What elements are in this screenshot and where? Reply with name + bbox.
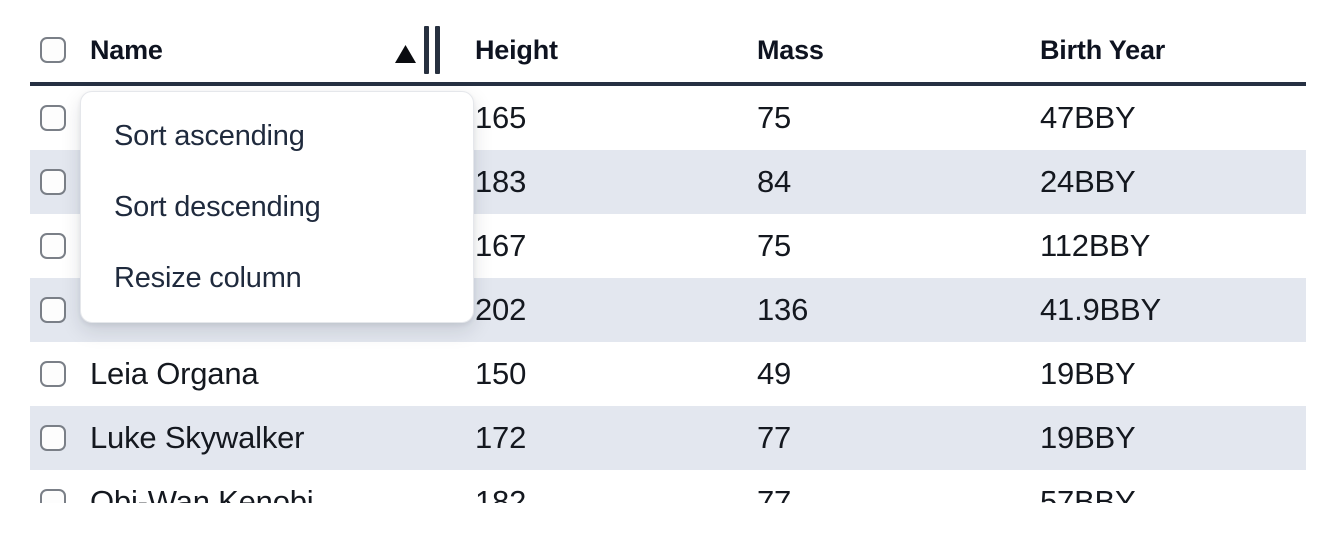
- cell-height: 183: [475, 164, 527, 199]
- header-select-cell: [30, 18, 90, 82]
- column-header-name[interactable]: Name: [90, 18, 475, 82]
- cell-birth-year: 24BBY: [1040, 164, 1136, 199]
- cell-mass: 77: [757, 420, 792, 455]
- column-header-height-label: Height: [475, 34, 558, 65]
- cell-birth-year: 112BBY: [1040, 228, 1151, 263]
- cell-birth-year: 47BBY: [1040, 100, 1136, 135]
- table-row[interactable]: 202 136 41.9BBY: [30, 278, 1306, 342]
- table-header-row: Name Height Mass Birth Year: [30, 0, 1306, 86]
- column-context-menu: Sort ascending Sort descending Resize co…: [80, 91, 474, 323]
- column-resize-handle[interactable]: [424, 26, 440, 74]
- cell-height: 172: [475, 420, 527, 455]
- cell-birth-year: 57BBY: [1040, 484, 1136, 503]
- cell-mass: 75: [757, 100, 792, 135]
- row-checkbox[interactable]: [40, 233, 66, 259]
- cell-name: Leia Organa: [90, 356, 259, 391]
- table-row[interactable]: Leia Organa 150 49 19BBY: [30, 342, 1306, 406]
- resize-bar: [424, 26, 429, 74]
- menu-item-sort-descending[interactable]: Sort descending: [114, 191, 321, 223]
- menu-item-sort-ascending[interactable]: Sort ascending: [114, 120, 305, 152]
- row-checkbox[interactable]: [40, 425, 66, 451]
- column-header-height[interactable]: Height: [475, 18, 757, 82]
- column-header-mass-label: Mass: [757, 34, 824, 65]
- cell-name: Luke Skywalker: [90, 420, 305, 455]
- cell-height: 202: [475, 292, 527, 327]
- column-header-mass[interactable]: Mass: [757, 18, 1040, 82]
- cell-mass: 84: [757, 164, 792, 199]
- row-checkbox[interactable]: [40, 489, 66, 503]
- cell-mass: 75: [757, 228, 792, 263]
- column-header-name-label: Name: [90, 34, 163, 65]
- table-row[interactable]: Luke Skywalker 172 77 19BBY: [30, 406, 1306, 470]
- cell-mass: 136: [757, 292, 809, 327]
- menu-item-resize-column[interactable]: Resize column: [114, 262, 302, 294]
- cell-name: Obi-Wan Kenobi: [90, 484, 314, 503]
- cell-height: 165: [475, 100, 527, 135]
- resize-bar: [435, 26, 440, 74]
- cell-height: 182: [475, 484, 527, 503]
- cell-birth-year: 41.9BBY: [1040, 292, 1161, 327]
- select-all-checkbox[interactable]: [40, 37, 66, 63]
- cell-birth-year: 19BBY: [1040, 420, 1136, 455]
- column-header-birth-year[interactable]: Birth Year: [1040, 18, 1306, 82]
- cell-height: 167: [475, 228, 527, 263]
- data-table: Name Height Mass Birth Year: [30, 0, 1306, 503]
- row-checkbox[interactable]: [40, 105, 66, 131]
- cell-mass: 49: [757, 356, 792, 391]
- cell-birth-year: 19BBY: [1040, 356, 1136, 391]
- row-checkbox[interactable]: [40, 297, 66, 323]
- cell-height: 150: [475, 356, 527, 391]
- row-checkbox[interactable]: [40, 169, 66, 195]
- cell-mass: 77: [757, 484, 792, 503]
- sort-ascending-icon[interactable]: [394, 40, 417, 63]
- row-checkbox[interactable]: [40, 361, 66, 387]
- table-row[interactable]: Obi-Wan Kenobi 182 77 57BBY: [30, 470, 1306, 503]
- column-header-birth-year-label: Birth Year: [1040, 34, 1166, 65]
